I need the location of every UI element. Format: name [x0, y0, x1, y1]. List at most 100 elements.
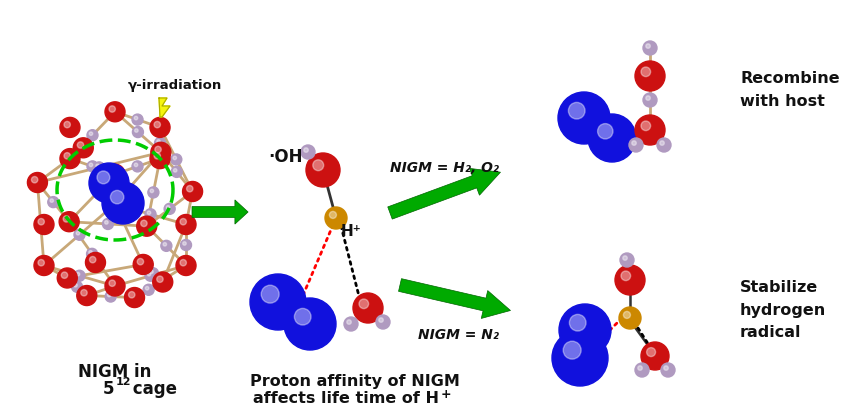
Circle shape [623, 256, 627, 260]
Circle shape [74, 270, 85, 281]
Circle shape [105, 221, 108, 224]
Circle shape [136, 216, 157, 236]
Circle shape [94, 162, 105, 173]
Circle shape [157, 140, 160, 143]
Circle shape [181, 239, 192, 250]
Circle shape [661, 363, 675, 377]
Text: +: + [441, 388, 452, 401]
Circle shape [353, 293, 383, 323]
Circle shape [50, 199, 54, 202]
Circle shape [57, 268, 78, 288]
Circle shape [306, 153, 340, 187]
Circle shape [141, 220, 147, 227]
Circle shape [569, 314, 586, 331]
Circle shape [63, 216, 70, 222]
Circle shape [107, 293, 111, 297]
Circle shape [646, 44, 650, 48]
Circle shape [568, 103, 585, 119]
Circle shape [629, 138, 643, 152]
Circle shape [330, 211, 337, 219]
Circle shape [632, 141, 636, 145]
Circle shape [150, 270, 153, 274]
Circle shape [313, 160, 324, 171]
Circle shape [135, 163, 138, 166]
Circle shape [147, 272, 151, 276]
Circle shape [624, 311, 630, 318]
Circle shape [155, 146, 161, 153]
Circle shape [132, 161, 143, 172]
Circle shape [124, 287, 145, 308]
Circle shape [38, 219, 44, 225]
Circle shape [72, 281, 83, 292]
Circle shape [143, 284, 154, 295]
Circle shape [76, 272, 80, 276]
Circle shape [164, 204, 176, 214]
Circle shape [64, 153, 71, 159]
Circle shape [74, 283, 78, 287]
Circle shape [109, 198, 115, 204]
Text: H⁺: H⁺ [341, 224, 361, 239]
Circle shape [34, 214, 54, 234]
Circle shape [87, 161, 98, 172]
Circle shape [60, 149, 80, 168]
Circle shape [48, 197, 59, 208]
Circle shape [64, 121, 71, 128]
Circle shape [154, 153, 160, 159]
Circle shape [153, 272, 173, 292]
Circle shape [597, 124, 613, 139]
Circle shape [102, 219, 113, 230]
Circle shape [34, 256, 54, 276]
Circle shape [325, 207, 347, 229]
Circle shape [635, 61, 665, 91]
FancyArrow shape [399, 279, 510, 318]
Text: NIGM = H₂, O₂: NIGM = H₂, O₂ [390, 161, 499, 175]
Circle shape [173, 156, 176, 160]
Circle shape [60, 117, 80, 138]
Circle shape [151, 142, 171, 162]
Circle shape [135, 129, 138, 132]
Circle shape [157, 276, 163, 282]
Circle shape [32, 177, 37, 183]
Circle shape [150, 189, 153, 193]
Circle shape [635, 363, 649, 377]
Circle shape [147, 268, 158, 279]
Text: ·OH: ·OH [268, 148, 302, 166]
Circle shape [105, 164, 125, 184]
Circle shape [61, 272, 67, 278]
Circle shape [171, 166, 182, 177]
Circle shape [641, 67, 651, 77]
Circle shape [129, 291, 135, 298]
Circle shape [133, 254, 153, 274]
Circle shape [97, 171, 110, 184]
FancyArrow shape [388, 168, 500, 219]
Circle shape [187, 186, 193, 192]
Circle shape [38, 260, 44, 266]
Text: γ-irradiation: γ-irradiation [128, 79, 222, 92]
Circle shape [619, 307, 641, 329]
Circle shape [295, 309, 311, 325]
Circle shape [641, 121, 651, 131]
Circle shape [563, 341, 581, 359]
Text: 5: 5 [103, 380, 115, 398]
Circle shape [87, 248, 98, 259]
Circle shape [301, 145, 315, 159]
Text: 12: 12 [116, 377, 131, 387]
Circle shape [347, 320, 351, 324]
Circle shape [73, 138, 93, 158]
Circle shape [643, 93, 657, 107]
Circle shape [135, 116, 138, 120]
Circle shape [89, 256, 96, 263]
Circle shape [145, 270, 156, 281]
Circle shape [145, 209, 156, 220]
Circle shape [284, 298, 336, 350]
Circle shape [109, 280, 115, 287]
Circle shape [105, 276, 125, 296]
Circle shape [105, 291, 116, 302]
Text: cage: cage [127, 380, 177, 398]
Circle shape [344, 317, 358, 331]
Circle shape [588, 114, 636, 162]
Circle shape [659, 141, 665, 145]
Text: Proton affinity of NIGM: Proton affinity of NIGM [250, 374, 460, 389]
Circle shape [154, 138, 165, 149]
Circle shape [304, 148, 308, 152]
